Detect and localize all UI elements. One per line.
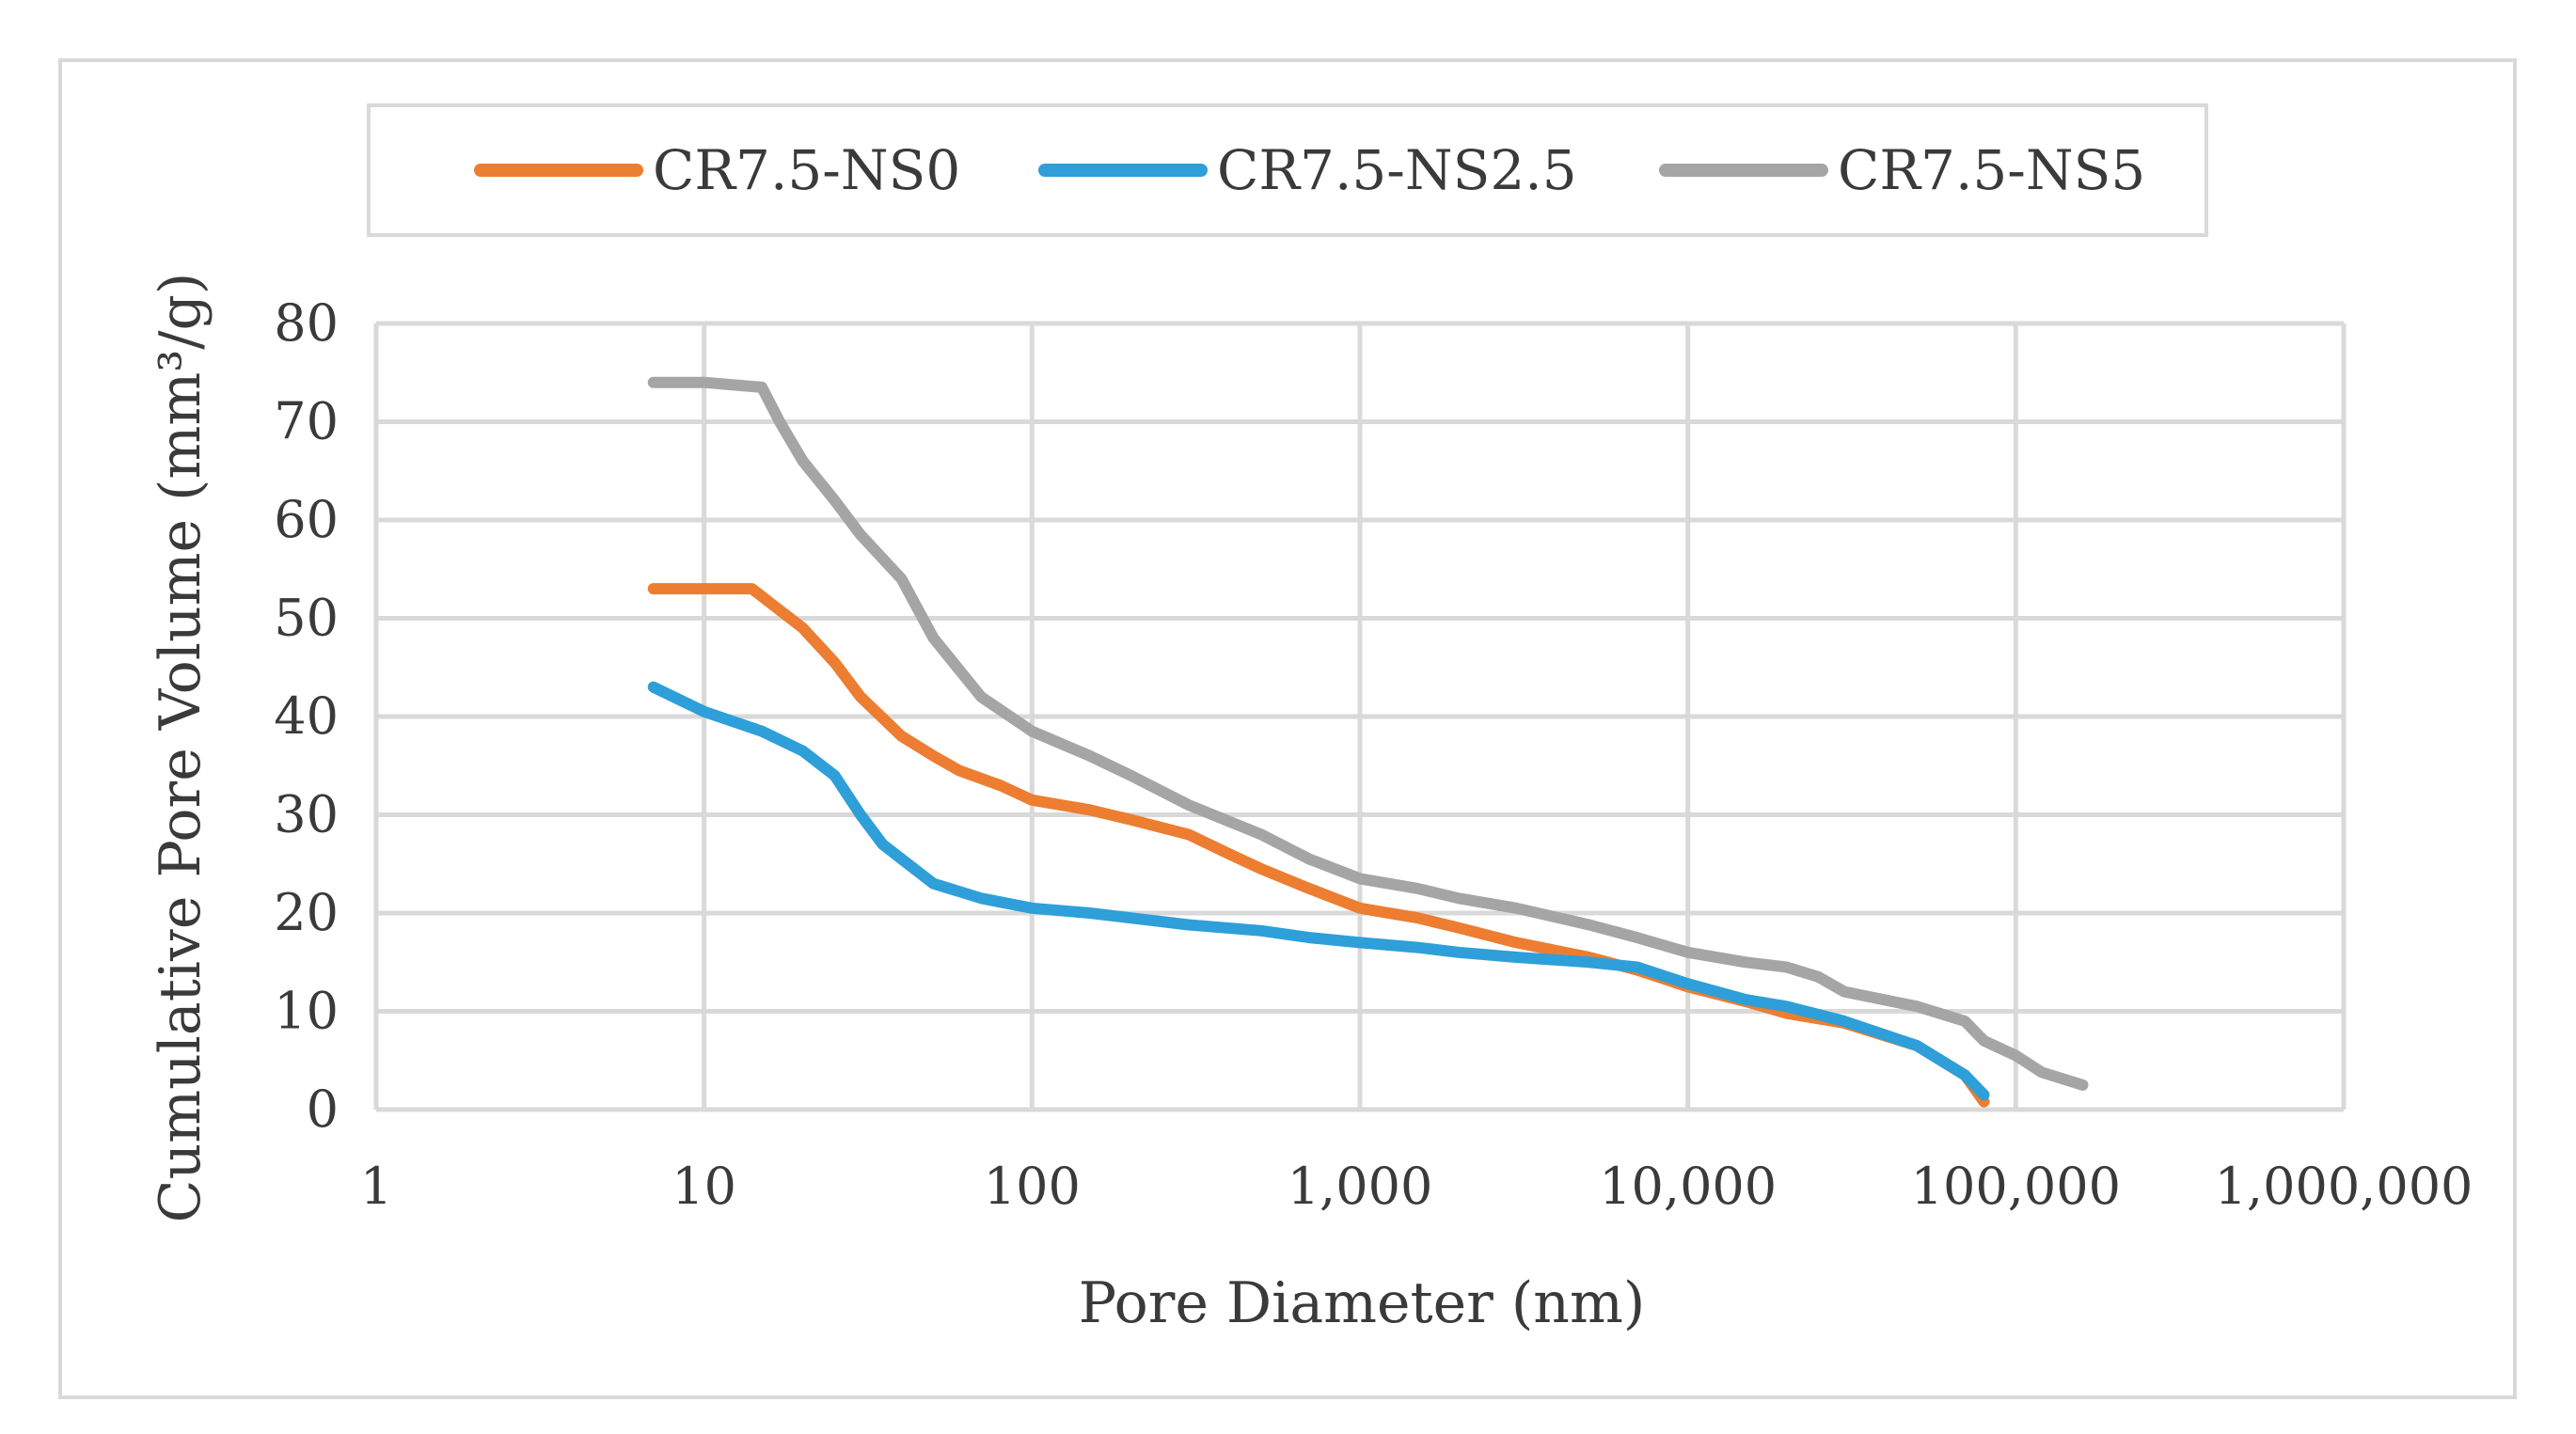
legend-entry-ns25: CR7.5-NS2.5 xyxy=(1038,107,1577,233)
tick-labels: 0 10 20 30 40 50 60 70 80 1 10 100 1,000 10,000 100,00… xyxy=(274,293,2473,1216)
legend-swatch-ns5 xyxy=(1659,164,1828,177)
y-tick-label: 0 xyxy=(307,1079,339,1139)
x-tick-label: 10,000 xyxy=(1599,1157,1777,1216)
x-tick-label: 1 xyxy=(360,1157,392,1216)
x-tick-label: 100 xyxy=(984,1157,1081,1216)
y-tick-label: 30 xyxy=(274,785,339,844)
x-tick-label: 1,000 xyxy=(1288,1157,1433,1216)
legend-entry-ns0: CR7.5-NS0 xyxy=(474,107,960,233)
chart-area xyxy=(58,58,2517,1399)
series-lines xyxy=(647,376,2089,1108)
legend-swatch-ns25 xyxy=(1038,164,1208,177)
legend-swatch-ns0 xyxy=(474,164,643,177)
series-line-1 xyxy=(647,681,1990,1101)
x-tick-label: 100,000 xyxy=(1911,1157,2121,1216)
legend-label-ns25: CR7.5-NS2.5 xyxy=(1217,138,1577,202)
x-tick-label: 1,000,000 xyxy=(2215,1157,2473,1216)
y-tick-label: 10 xyxy=(274,982,339,1041)
y-tick-label: 60 xyxy=(274,490,339,549)
y-tick-label: 50 xyxy=(274,589,339,648)
legend-label-ns5: CR7.5-NS5 xyxy=(1838,138,2146,202)
y-tick-label: 20 xyxy=(274,883,339,942)
legend: CR7.5-NS0 CR7.5-NS2.5 CR7.5-NS5 xyxy=(367,103,2208,237)
grid xyxy=(373,321,2347,1112)
x-tick-label: 10 xyxy=(672,1157,736,1216)
legend-label-ns0: CR7.5-NS0 xyxy=(653,138,961,202)
y-tick-label: 40 xyxy=(274,686,339,746)
y-tick-label: 80 xyxy=(274,293,339,353)
legend-entry-ns5: CR7.5-NS5 xyxy=(1659,107,2145,233)
y-tick-label: 70 xyxy=(274,392,339,451)
y-axis-title: Cumulative Pore Volume (mm³/g) xyxy=(148,273,213,1223)
x-axis-title: Pore Diameter (nm) xyxy=(1079,1270,1646,1336)
series-line-0 xyxy=(647,583,1990,1108)
series-line-2 xyxy=(647,376,2089,1091)
